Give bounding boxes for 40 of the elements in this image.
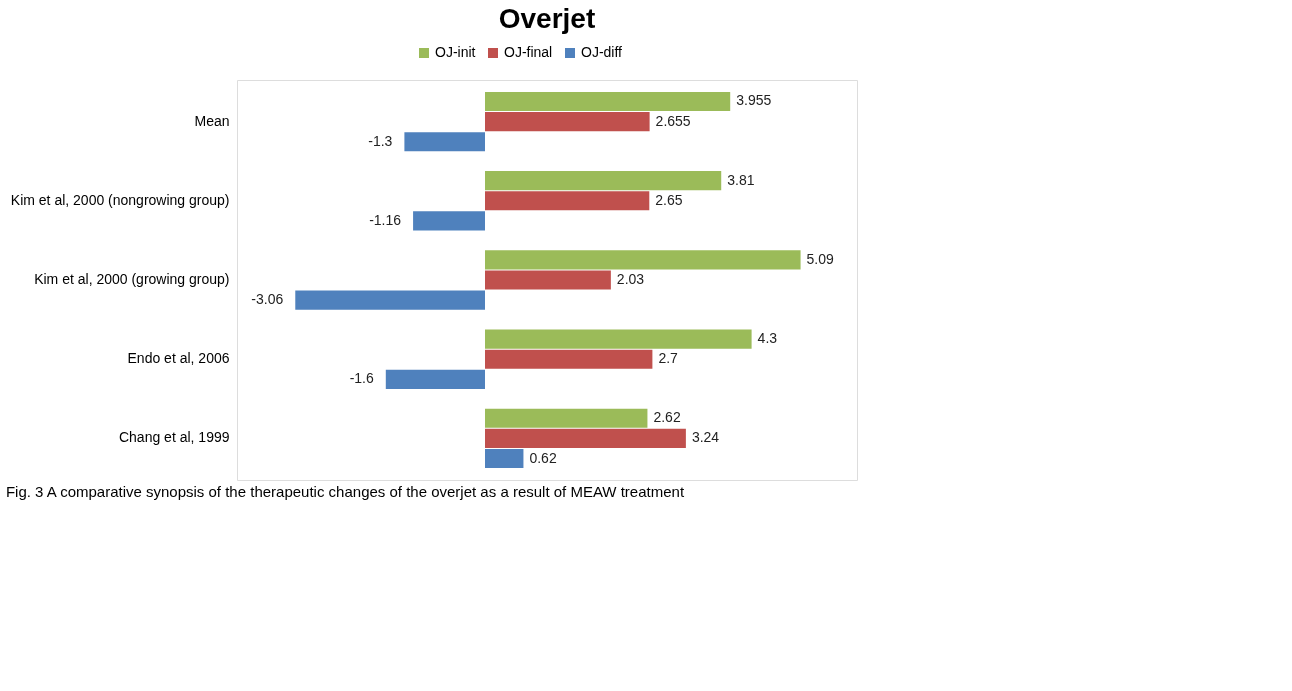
bar bbox=[413, 211, 485, 231]
bar bbox=[295, 290, 485, 310]
y-tick-label: Kim et al, 2000 (nongrowing group) bbox=[10, 191, 230, 208]
data-label: 3.81 bbox=[727, 171, 755, 188]
bar bbox=[404, 132, 485, 152]
bar bbox=[485, 329, 752, 349]
data-label: 2.62 bbox=[653, 409, 681, 426]
data-label: 3.955 bbox=[736, 92, 772, 109]
y-tick-label: Mean bbox=[194, 112, 230, 129]
data-label: -1.6 bbox=[349, 370, 375, 387]
bar bbox=[485, 91, 731, 112]
data-label: 2.7 bbox=[658, 350, 679, 367]
legend-label: OJ-final bbox=[504, 44, 553, 60]
bar bbox=[485, 191, 650, 211]
data-label: 2.655 bbox=[655, 112, 691, 129]
data-label: 2.65 bbox=[655, 191, 683, 208]
bar bbox=[485, 112, 650, 132]
caption: Fig. 3 A comparative synopsis of the therapeutic changes of the overjet as a result of MEAW treatment bbox=[5, 482, 685, 500]
y-tick-label: Chang et al, 1999 bbox=[118, 429, 230, 446]
y-tick-label: Endo et al, 2006 bbox=[127, 350, 230, 367]
data-label: 4.3 bbox=[757, 330, 778, 347]
legend-label: OJ-diff bbox=[581, 44, 623, 60]
data-label: 3.24 bbox=[691, 429, 720, 446]
legend-label: OJ-init bbox=[435, 44, 476, 60]
data-label: 2.03 bbox=[616, 271, 645, 287]
bar bbox=[385, 369, 485, 389]
bar bbox=[485, 428, 686, 448]
bar bbox=[485, 250, 801, 270]
data-label: 0.62 bbox=[529, 449, 557, 466]
data-label: -3.06 bbox=[251, 291, 284, 308]
bar bbox=[485, 171, 722, 191]
y-tick-label: Kim et al, 2000 (growing group) bbox=[34, 271, 230, 287]
bar bbox=[485, 448, 524, 469]
data-label: -1.16 bbox=[369, 211, 402, 228]
chart-title: Overjet bbox=[498, 3, 596, 34]
data-label: 5.09 bbox=[806, 250, 835, 267]
bar bbox=[485, 270, 611, 290]
bar bbox=[485, 408, 648, 428]
data-label: -1.3 bbox=[368, 132, 393, 149]
bar bbox=[485, 349, 653, 369]
